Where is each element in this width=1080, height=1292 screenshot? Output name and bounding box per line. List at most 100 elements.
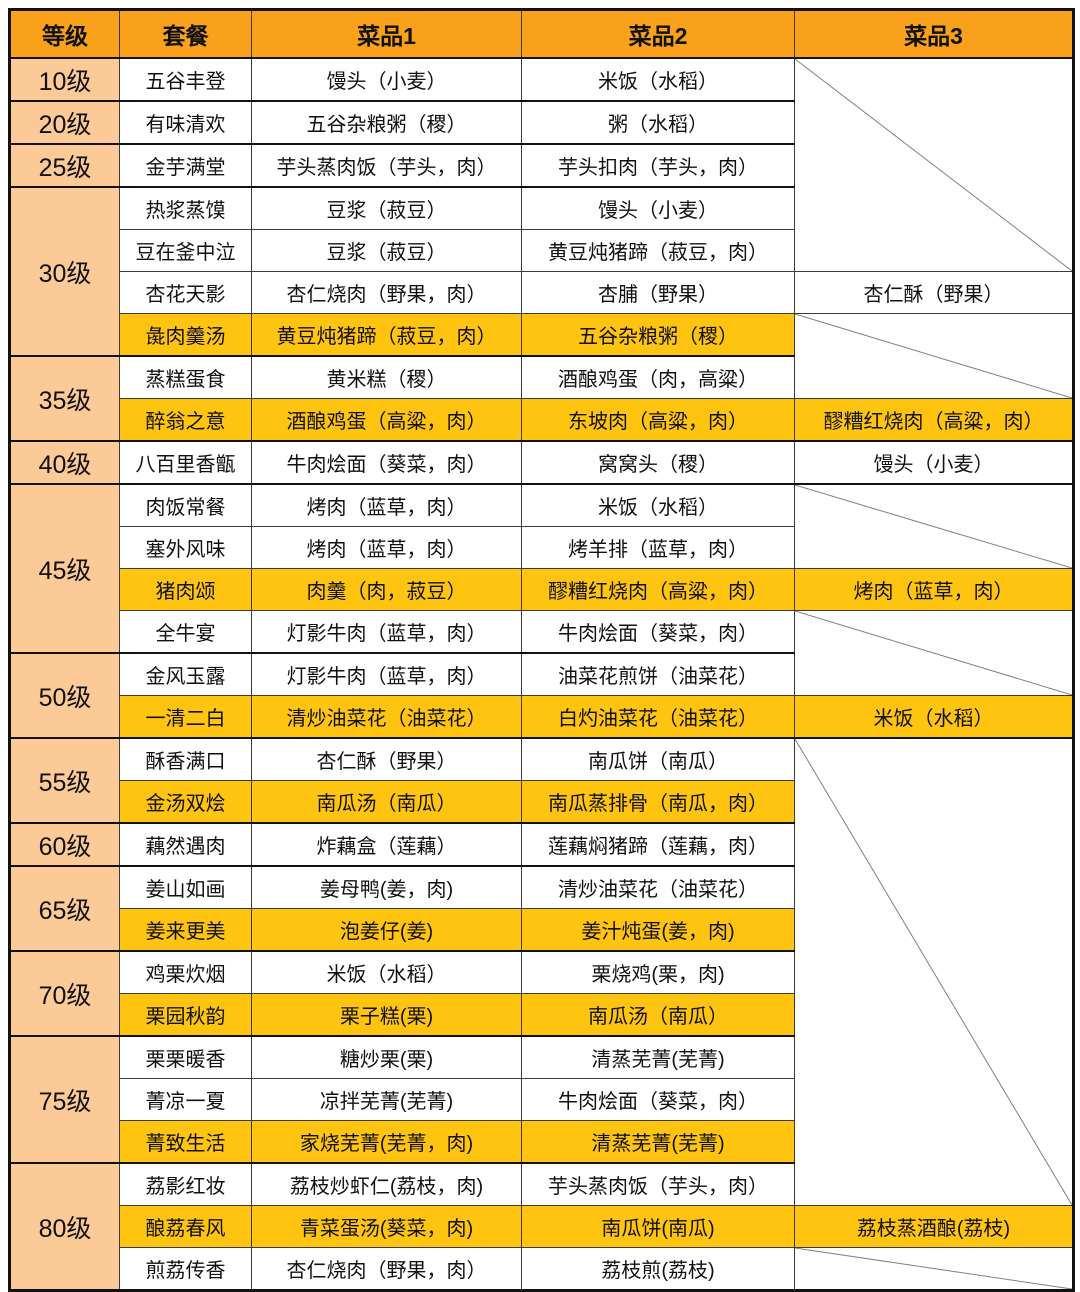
dish3-diagonal-cell [794, 313, 1074, 399]
dish1-cell: 家烧芜菁(芜菁，肉) [251, 1120, 522, 1164]
set-cell: 金芋满堂 [119, 143, 252, 188]
table-row: 豆在釜中泣 豆浆（菽豆） 黄豆炖猪蹄（菽豆，肉） [10, 229, 1074, 272]
dish3-cell: 馒头（小麦） [794, 440, 1074, 485]
dish3-diagonal-cell [794, 1247, 1074, 1291]
dish3-diagonal-cell [794, 610, 1074, 696]
level-cell: 65级 [9, 865, 120, 952]
dish2-cell: 荔枝煎(荔枝) [521, 1247, 795, 1291]
table-row: 醉翁之意 酒酿鸡蛋（高粱，肉） 东坡肉（高粱，肉） 醪糟红烧肉（高粱，肉） [10, 398, 1074, 442]
dish2-cell: 酒酿鸡蛋（肉，高粱） [521, 355, 795, 399]
table-row: 一清二白 清炒油菜花（油菜花） 白灼油菜花（油菜花） 米饭（水稻） [10, 695, 1074, 739]
level-cell: 55级 [9, 737, 120, 824]
set-cell: 酥香满口 [119, 737, 252, 781]
dish2-cell: 窝窝头（稷） [521, 440, 795, 485]
dish1-cell: 烤肉（蓝草，肉） [251, 483, 522, 527]
dish3-diagonal-cell [794, 737, 1074, 1206]
set-cell: 醉翁之意 [119, 398, 252, 442]
dish1-cell: 青菜蛋汤(葵菜，肉) [251, 1205, 522, 1248]
level-cell: 30级 [9, 186, 120, 357]
dish1-cell: 炸藕盒（莲藕） [251, 822, 522, 867]
dish1-cell: 凉拌芜菁(芜菁) [251, 1078, 522, 1121]
dish3-cell: 荔枝蒸酒酿(荔枝) [794, 1205, 1074, 1248]
level-cell: 10级 [9, 57, 120, 102]
set-cell: 彘肉羹汤 [119, 313, 252, 357]
col-header-dish3: 菜品3 [794, 9, 1074, 59]
diagonal-slash-line [795, 59, 1072, 271]
diagonal-slash-line [795, 739, 1072, 1205]
dish3-cell: 烤肉（蓝草，肉） [794, 568, 1074, 611]
diagonal-slash-line [795, 314, 1072, 398]
set-cell: 蒸糕蛋食 [119, 355, 252, 399]
diagonal-slash-line [795, 485, 1072, 568]
set-cell: 全牛宴 [119, 610, 252, 654]
dish1-cell: 杏仁烧肉（野果，肉） [251, 271, 522, 314]
set-cell: 栗园秋韵 [119, 993, 252, 1037]
table-row: 45级 肉饭常餐 烤肉（蓝草，肉） 米饭（水稻） [9, 483, 1074, 654]
set-cell: 塞外风味 [119, 526, 252, 569]
table-body: 10级 五谷丰登 馒头（小麦） 米饭（水稻） 20级 有味清欢 五谷杂粮粥（稷） 粥（水稻） 2… [9, 57, 1074, 1291]
table-row: 栗园秋韵 栗子糕(栗) 南瓜汤（南瓜） [10, 993, 1074, 1037]
level-cell: 35级 [9, 355, 120, 442]
dish2-cell: 南瓜汤（南瓜） [521, 993, 795, 1037]
table-row: 杏花天影 杏仁烧肉（野果，肉） 杏脯（野果） 杏仁酥（野果） [10, 271, 1074, 314]
dish1-cell: 荔枝炒虾仁(荔枝，肉) [251, 1162, 522, 1206]
dish2-cell: 粥（水稻） [521, 100, 795, 145]
table-row: 全牛宴 灯影牛肉（蓝草，肉） 牛肉烩面（葵菜，肉） [10, 610, 1074, 696]
dish1-cell: 姜母鸭(姜，肉) [251, 865, 522, 909]
dish1-cell: 五谷杂粮粥（稷） [251, 100, 522, 145]
dish1-cell: 芋头蒸肉饭（芋头，肉） [251, 143, 522, 188]
col-header-dish1: 菜品1 [251, 9, 522, 59]
dish2-cell: 黄豆炖猪蹄（菽豆，肉） [521, 229, 795, 272]
table-row: 65级 姜山如画 姜母鸭(姜，肉) 清炒油菜花（油菜花） [9, 865, 1074, 952]
diagonal-slash-line [795, 611, 1072, 695]
dish2-cell: 醪糟红烧肉（高粱，肉） [521, 568, 795, 611]
set-cell: 豆在釜中泣 [119, 229, 252, 272]
dish2-cell: 芋头蒸肉饭（芋头，肉） [521, 1162, 795, 1206]
dish3-cell: 醪糟红烧肉（高粱，肉） [794, 398, 1074, 442]
set-cell: 鸡栗炊烟 [119, 950, 252, 994]
dish2-cell: 杏脯（野果） [521, 271, 795, 314]
dish2-cell: 莲藕焖猪蹄（莲藕，肉） [521, 822, 795, 867]
dish3-cell: 米饭（水稻） [794, 695, 1074, 739]
dish1-cell: 馒头（小麦） [251, 57, 522, 102]
level-cell: 50级 [9, 652, 120, 739]
level-cell: 25级 [9, 143, 120, 188]
level-cell: 75级 [9, 1035, 120, 1164]
dish1-cell: 酒酿鸡蛋（高粱，肉） [251, 398, 522, 442]
set-cell: 有味清欢 [119, 100, 252, 145]
set-cell: 菁致生活 [119, 1120, 252, 1164]
table-row: 酿荔春风 青菜蛋汤(葵菜，肉) 南瓜饼(南瓜) 荔枝蒸酒酿(荔枝) [10, 1205, 1074, 1248]
dish2-cell: 清炒油菜花（油菜花） [521, 865, 795, 909]
dish2-cell: 栗烧鸡(栗，肉) [521, 950, 795, 994]
table-row: 塞外风味 烤肉（蓝草，肉） 烤羊排（蓝草，肉） [10, 526, 1074, 569]
dish2-cell: 烤羊排（蓝草，肉） [521, 526, 795, 569]
dish2-cell: 牛肉烩面（葵菜，肉） [521, 1078, 795, 1121]
set-cell: 煎荔传香 [119, 1247, 252, 1291]
set-cell: 酿荔春风 [119, 1205, 252, 1248]
dish1-cell: 杏仁酥（野果） [251, 737, 522, 781]
dish1-cell: 肉羹（肉，菽豆） [251, 568, 522, 611]
dish2-cell: 芋头扣肉（芋头，肉） [521, 143, 795, 188]
set-cell: 热浆蒸馍 [119, 186, 252, 230]
set-cell: 杏花天影 [119, 271, 252, 314]
dish2-cell: 馒头（小麦） [521, 186, 795, 230]
dish2-cell: 米饭（水稻） [521, 483, 795, 527]
set-cell: 猪肉颂 [119, 568, 252, 611]
dish2-cell: 米饭（水稻） [521, 57, 795, 102]
level-cell: 20级 [9, 100, 120, 145]
table-row: 50级 金风玉露 灯影牛肉（蓝草，肉） 油菜花煎饼（油菜花） [9, 652, 1074, 739]
meal-level-table: 等级 套餐 菜品1 菜品2 菜品3 10级 五谷丰登 馒头（小麦） 米饭（水稻） 20级… [8, 8, 1075, 1292]
dish1-cell: 黄米糕（稷） [251, 355, 522, 399]
dish2-cell: 清蒸芜菁(芜菁) [521, 1120, 795, 1164]
dish1-cell: 黄豆炖猪蹄（菽豆，肉） [251, 313, 522, 357]
set-cell: 金风玉露 [119, 652, 252, 696]
level-cell: 70级 [9, 950, 120, 1037]
table-row: 彘肉羹汤 黄豆炖猪蹄（菽豆，肉） 五谷杂粮粥（稷） [10, 313, 1074, 399]
set-cell: 姜山如画 [119, 865, 252, 909]
table-row: 煎荔传香 杏仁烧肉（野果，肉） 荔枝煎(荔枝) [10, 1247, 1074, 1291]
dish3-cell: 杏仁酥（野果） [794, 271, 1074, 314]
level-cell: 80级 [9, 1162, 120, 1291]
table-row: 35级 蒸糕蛋食 黄米糕（稷） 酒酿鸡蛋（肉，高粱） [9, 355, 1074, 442]
table-row: 10级 五谷丰登 馒头（小麦） 米饭（水稻） [9, 57, 1074, 272]
dish1-cell: 泡姜仔(姜) [251, 908, 522, 952]
